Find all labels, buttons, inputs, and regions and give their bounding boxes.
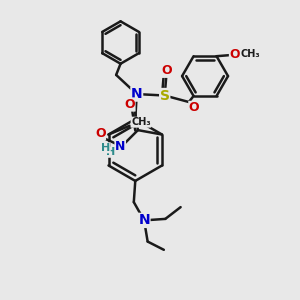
Text: CH₃: CH₃ — [240, 49, 260, 59]
Text: S: S — [160, 88, 170, 103]
Text: N: N — [138, 213, 150, 227]
Text: H: H — [101, 143, 110, 153]
Text: N: N — [115, 140, 125, 153]
Text: H: H — [106, 147, 115, 157]
Text: O: O — [95, 127, 106, 140]
Text: O: O — [230, 48, 240, 61]
Text: O: O — [124, 98, 135, 111]
Text: CH₃: CH₃ — [131, 117, 151, 127]
Text: O: O — [189, 101, 200, 114]
Text: O: O — [161, 64, 172, 77]
Text: N: N — [131, 87, 142, 101]
